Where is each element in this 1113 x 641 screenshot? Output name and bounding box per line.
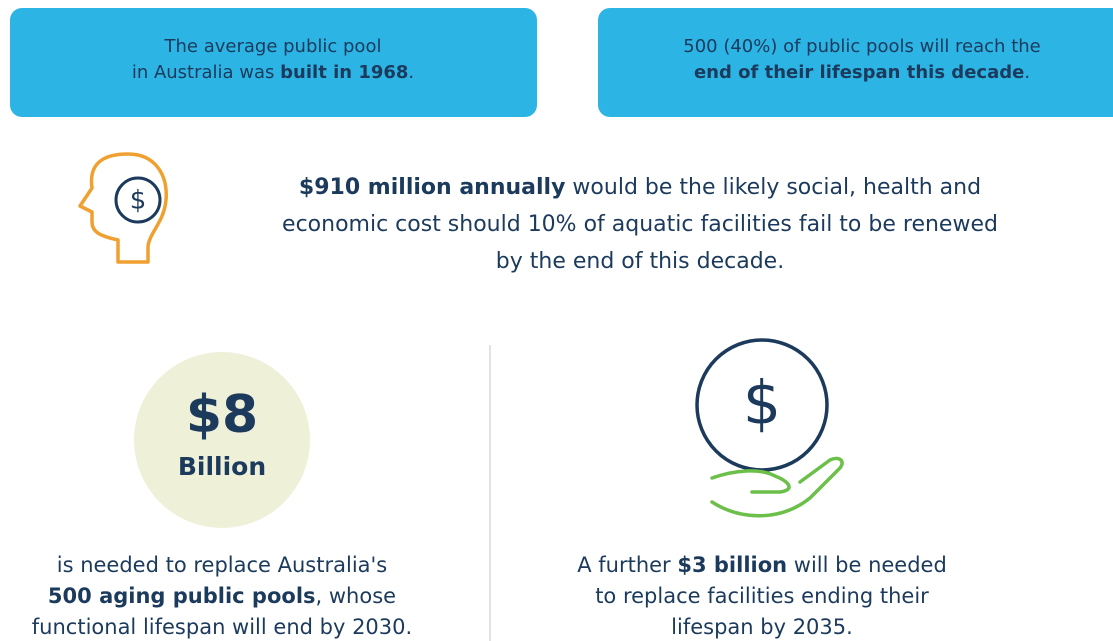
figure-unit: Billion: [178, 452, 266, 481]
text: to replace facilities ending their: [595, 584, 929, 608]
text-line: A further $3 billion will be needed: [577, 553, 947, 577]
text: economic cost should 10% of aquatic faci…: [282, 212, 998, 237]
text-line: functional lifespan will end by 2030.: [32, 615, 412, 639]
text-line: to replace facilities ending their: [595, 584, 929, 608]
fact-box: [10, 8, 537, 117]
text-line: economic cost should 10% of aquatic faci…: [282, 212, 998, 237]
bold-text: $3 billion: [677, 553, 787, 577]
text: The average public pool: [164, 36, 382, 57]
text-line: The average public pool: [164, 36, 382, 57]
text: 500 (40%) of public pools will reach the: [683, 36, 1040, 57]
text-line: lifespan by 2035.: [671, 615, 853, 639]
coin-symbol: $: [743, 369, 781, 439]
text-line: by the end of this decade.: [496, 249, 784, 274]
text-line: 500 (40%) of public pools will reach the: [683, 36, 1040, 57]
text: .: [408, 62, 414, 83]
bold-text: 500 aging public pools: [48, 584, 316, 608]
text-line: is needed to replace Australia's: [57, 553, 387, 577]
text-line: in Australia was built in 1968.: [132, 62, 414, 83]
bold-text: $910 million annually: [299, 175, 566, 200]
text: will be needed: [787, 553, 947, 577]
text: lifespan by 2035.: [671, 615, 853, 639]
text: .: [1024, 62, 1030, 83]
head-icon: [78, 152, 168, 264]
text-line: $910 million annually would be the likel…: [299, 175, 981, 200]
coin-icon: [695, 338, 829, 472]
text: is needed to replace Australia's: [57, 553, 387, 577]
hand-icon: [710, 456, 844, 518]
bold-text: built in 1968: [280, 62, 408, 83]
text-line: end of their lifespan this decade.: [694, 62, 1030, 83]
fact-box: [598, 8, 1113, 117]
text: , whose: [316, 584, 397, 608]
text: functional lifespan will end by 2030.: [32, 615, 412, 639]
text: would be the likely social, health and: [565, 175, 981, 200]
figure-circle: [134, 352, 310, 528]
text-line: 500 aging public pools, whose: [48, 584, 396, 608]
text: A further: [577, 553, 677, 577]
text: in Australia was: [132, 62, 280, 83]
figure-value: $8: [186, 385, 258, 445]
coin-icon: [114, 176, 162, 224]
bold-text: end of their lifespan this decade: [694, 62, 1024, 83]
text: by the end of this decade.: [496, 249, 784, 274]
coin-symbol: $: [130, 186, 147, 216]
